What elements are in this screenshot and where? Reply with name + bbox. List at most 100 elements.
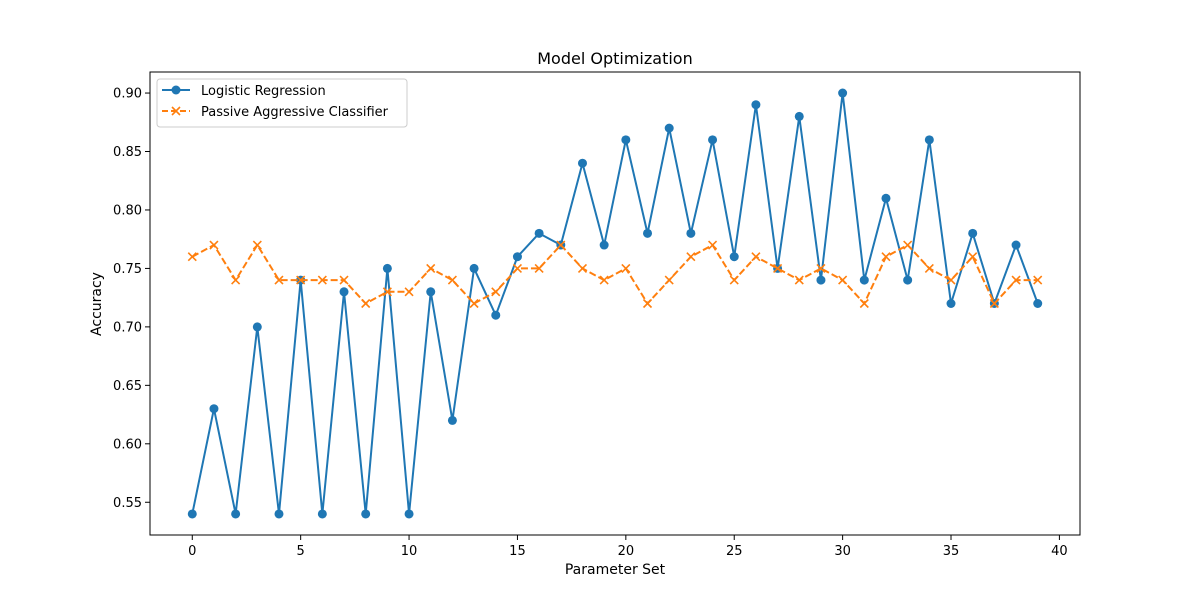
data-point-passive-aggressive-classifier [773, 263, 783, 273]
series-layer [187, 88, 1043, 519]
legend: Logistic Regression Passive Aggressive C… [156, 78, 408, 128]
data-point-logistic-regression [729, 252, 739, 262]
data-point-passive-aggressive-classifier [274, 275, 284, 285]
x-tick-label: 35 [943, 544, 960, 559]
data-point-passive-aggressive-classifier [968, 252, 978, 262]
data-point-logistic-regression [491, 310, 501, 320]
y-tick-label: 0.75 [113, 262, 142, 277]
data-point-logistic-regression [512, 252, 522, 262]
data-point-passive-aggressive-classifier [599, 275, 609, 285]
data-point-logistic-regression [643, 228, 653, 238]
x-tick-label: 10 [401, 544, 418, 559]
data-point-logistic-regression [946, 299, 956, 308]
data-point-logistic-regression [1011, 240, 1021, 250]
legend-label-logistic-regression: Logistic Regression [201, 84, 326, 99]
data-point-logistic-regression [187, 509, 197, 519]
data-point-passive-aggressive-classifier [707, 240, 718, 250]
data-point-passive-aggressive-classifier [382, 287, 392, 297]
data-point-logistic-regression [708, 135, 718, 145]
x-tick-label: 40 [1051, 544, 1068, 559]
data-point-passive-aggressive-classifier [729, 275, 739, 285]
data-point-logistic-regression [317, 509, 327, 519]
x-tick-label: 0 [188, 544, 196, 559]
legend-marker-logistic-regression [171, 85, 181, 95]
y-axis-label: Accuracy [89, 272, 105, 336]
legend-box [156, 78, 408, 128]
data-point-passive-aggressive-classifier [252, 240, 262, 250]
data-point-logistic-regression [621, 135, 631, 145]
data-point-logistic-regression [859, 275, 869, 285]
x-tick-label: 20 [618, 544, 635, 559]
data-point-logistic-regression [924, 135, 934, 145]
data-point-logistic-regression [469, 263, 479, 273]
data-point-logistic-regression [838, 88, 848, 98]
data-point-logistic-regression [751, 100, 761, 110]
data-point-passive-aggressive-classifier [664, 275, 674, 285]
data-point-logistic-regression [686, 228, 696, 238]
data-point-passive-aggressive-classifier [621, 263, 631, 273]
data-point-passive-aggressive-classifier [361, 298, 371, 309]
data-point-logistic-regression [339, 287, 349, 297]
data-point-passive-aggressive-classifier [187, 252, 197, 262]
data-point-passive-aggressive-classifier [924, 263, 934, 273]
data-point-passive-aggressive-classifier [209, 240, 219, 250]
series-line-passive-aggressive-classifier [191, 244, 1038, 305]
data-point-passive-aggressive-classifier [512, 263, 523, 273]
data-point-passive-aggressive-classifier [296, 275, 306, 285]
data-point-passive-aggressive-classifier [231, 275, 241, 285]
data-point-logistic-regression [664, 123, 674, 133]
data-point-logistic-regression [252, 322, 262, 332]
plot-area [150, 72, 1080, 535]
y-tick-label: 0.80 [113, 203, 142, 218]
data-point-passive-aggressive-classifier [816, 263, 826, 273]
chart-title: Model Optimization [537, 49, 692, 68]
y-tick-label: 0.55 [113, 496, 142, 511]
legend-label-passive-aggressive: Passive Aggressive Classifier [201, 105, 389, 120]
data-point-passive-aggressive-classifier [859, 298, 869, 309]
data-point-passive-aggressive-classifier [491, 287, 501, 297]
data-point-passive-aggressive-classifier [447, 275, 457, 285]
x-tick-label: 30 [834, 544, 851, 559]
data-point-passive-aggressive-classifier [903, 240, 913, 250]
data-point-passive-aggressive-classifier [838, 275, 848, 285]
data-point-passive-aggressive-classifier [751, 252, 761, 262]
legend-marker-passive-aggressive [171, 106, 181, 116]
series-line-logistic-regression [191, 92, 1039, 515]
y-tick-label: 0.60 [113, 437, 142, 452]
data-point-logistic-regression [816, 275, 826, 285]
data-point-logistic-regression [903, 275, 913, 285]
data-point-logistic-regression [274, 509, 284, 519]
data-point-passive-aggressive-classifier [794, 275, 804, 285]
data-point-passive-aggressive-classifier [534, 263, 544, 273]
data-point-passive-aggressive-classifier [642, 298, 653, 309]
data-point-logistic-regression [231, 509, 241, 519]
data-point-logistic-regression [534, 228, 544, 238]
data-point-passive-aggressive-classifier [686, 252, 696, 262]
data-point-passive-aggressive-classifier [426, 263, 436, 273]
x-axis-label: Parameter Set [565, 562, 666, 578]
data-point-passive-aggressive-classifier [989, 298, 999, 309]
y-tick-label: 0.85 [113, 145, 142, 160]
data-point-logistic-regression [599, 240, 609, 250]
data-point-passive-aggressive-classifier [946, 275, 956, 285]
data-point-passive-aggressive-classifier [469, 298, 479, 309]
data-point-passive-aggressive-classifier [881, 252, 891, 262]
x-tick-label: 15 [509, 544, 526, 559]
y-axis: 0.55 0.60 0.65 0.70 0.75 0.80 0.85 0.90 [113, 87, 150, 511]
data-point-passive-aggressive-classifier [1033, 275, 1043, 285]
x-tick-label: 5 [297, 544, 305, 559]
data-point-logistic-regression [1033, 299, 1043, 308]
x-axis: 0 5 10 15 20 25 30 35 40 [188, 535, 1068, 559]
data-point-logistic-regression [404, 509, 414, 519]
data-point-passive-aggressive-classifier [317, 275, 327, 285]
data-point-logistic-regression [209, 404, 219, 414]
data-point-passive-aggressive-classifier [577, 263, 588, 273]
data-point-logistic-regression [382, 263, 392, 273]
data-point-logistic-regression [426, 287, 436, 297]
y-tick-label: 0.70 [113, 320, 142, 335]
data-point-logistic-regression [881, 193, 891, 203]
x-tick-label: 25 [726, 544, 743, 559]
data-point-logistic-regression [968, 228, 978, 238]
data-point-logistic-regression [794, 111, 804, 121]
data-point-logistic-regression [447, 415, 457, 425]
